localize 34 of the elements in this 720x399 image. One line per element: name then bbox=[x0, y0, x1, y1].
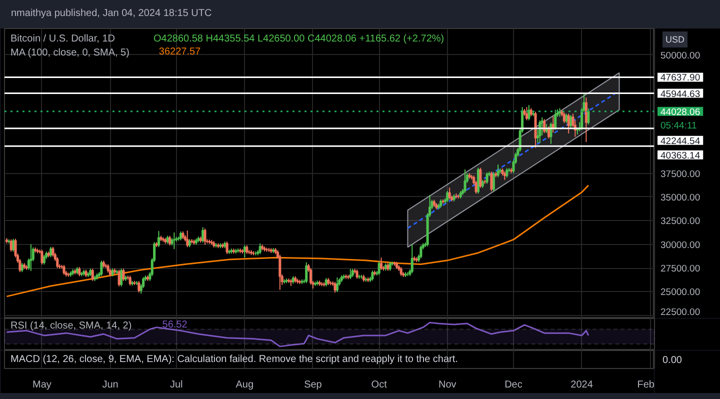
text: 0.00 bbox=[662, 355, 682, 366]
x-tick-label: Feb bbox=[637, 380, 655, 390]
x-tick-label: Nov bbox=[438, 380, 456, 390]
x-tick-label: Oct bbox=[371, 380, 388, 390]
annotation: RSI (14, close, SMA, 14, 2) bbox=[10, 320, 132, 332]
y-tick-label: 50000.00 bbox=[660, 50, 700, 62]
y-tick-label: 27500.00 bbox=[660, 264, 700, 275]
x-tick-label: Dec bbox=[504, 380, 522, 390]
ref-line-label: 45944.63 bbox=[660, 88, 700, 100]
y-tick-label: 32500.00 bbox=[660, 216, 700, 228]
ref-line-label: 44028.06 bbox=[660, 106, 700, 118]
chart-subtitle: nmaithya published, Jan 04, 2024 18:15 UTC bbox=[11, 7, 212, 21]
x-tick-label: May bbox=[32, 380, 52, 390]
ref-line-label: 47637.90 bbox=[660, 72, 700, 84]
y-tick-label: 35000.00 bbox=[660, 192, 700, 204]
annotation: 36227.57 bbox=[158, 46, 202, 58]
x-tick-label: Jul bbox=[170, 380, 183, 390]
annotation: 56.52 bbox=[162, 320, 188, 330]
y-tick-label: 22500.00 bbox=[660, 307, 700, 318]
ref-line-label: 42244.54 bbox=[660, 136, 700, 147]
text: USD bbox=[666, 34, 685, 44]
y-tick-label: 30000.00 bbox=[660, 240, 700, 251]
text: MACD (12, 26, close, 9, EMA, EMA): Calculation failed. Remove the script and reapply it to the chart. bbox=[10, 354, 458, 365]
legend-label: 40363.14 bbox=[660, 150, 700, 162]
text: 05:44:11 bbox=[660, 120, 697, 132]
text: Bitcoin / U.S. Dollar, 1D bbox=[10, 34, 115, 44]
y-tick-label: 37500.00 bbox=[660, 168, 700, 180]
x-tick-label: Sep bbox=[304, 380, 322, 390]
x-tick-label: Jun bbox=[102, 380, 118, 390]
annotation: MA (100, close, 0, SMA, 5) bbox=[10, 48, 130, 58]
annotation: O42860.58 H44355.54 L42650.00 C44028.06 +1165.62 (+2.72%) bbox=[154, 34, 444, 44]
x-tick-label: Aug bbox=[236, 380, 254, 390]
y-tick-label: 25000.00 bbox=[660, 287, 700, 298]
x-tick-label: 2024 bbox=[570, 380, 594, 390]
